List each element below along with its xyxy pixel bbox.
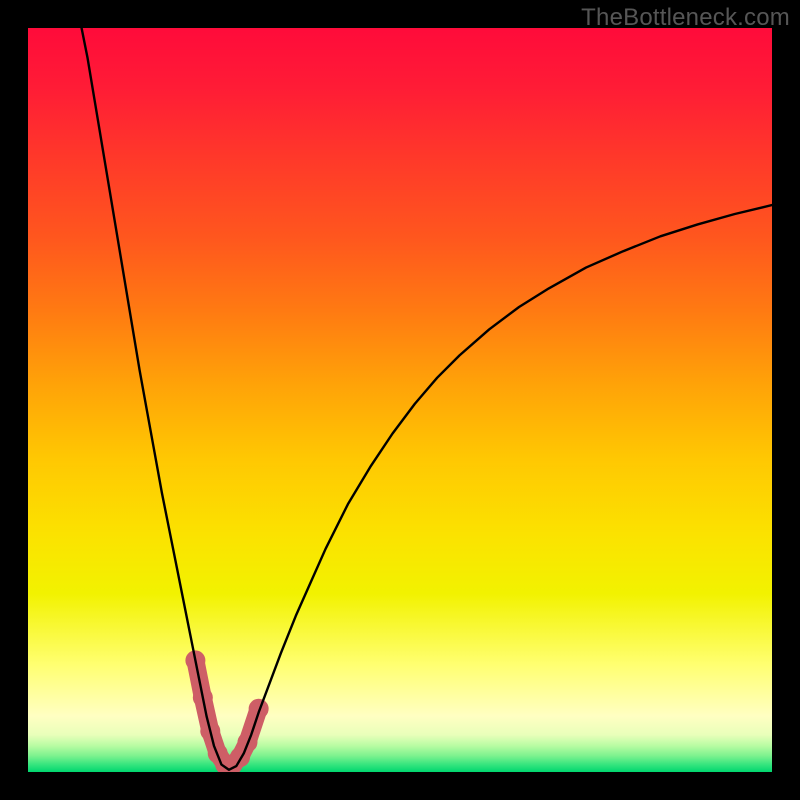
chart-background — [28, 28, 772, 772]
watermark-text: TheBottleneck.com — [581, 4, 790, 32]
chart-frame: TheBottleneck.com — [0, 0, 800, 800]
bottleneck-chart — [0, 0, 800, 800]
